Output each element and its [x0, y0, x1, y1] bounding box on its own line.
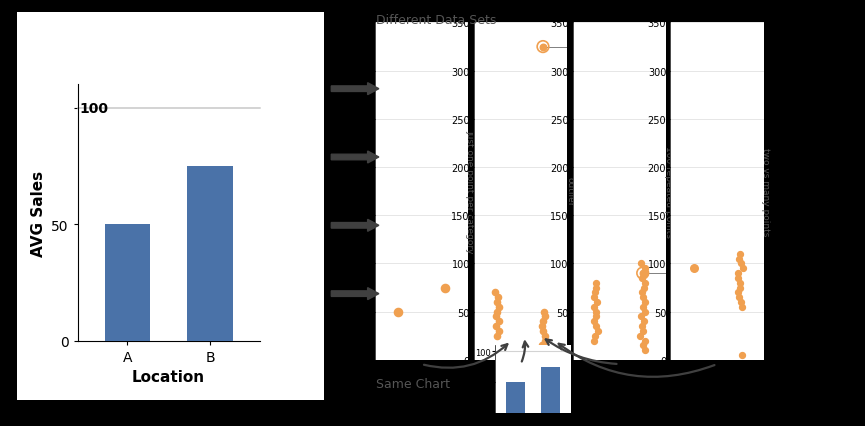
Point	[638, 347, 652, 354]
Point	[638, 318, 651, 325]
Point	[736, 265, 750, 272]
Point	[635, 275, 649, 282]
Point	[633, 333, 647, 340]
Text: 100: 100	[80, 101, 108, 115]
Point	[588, 289, 602, 296]
Point	[589, 285, 603, 291]
Point	[535, 342, 549, 349]
Point	[731, 289, 745, 296]
Text: D: D	[678, 5, 690, 20]
Point	[731, 270, 745, 277]
Point	[589, 308, 603, 315]
Point	[636, 294, 650, 301]
Point	[733, 279, 746, 286]
Point	[591, 299, 605, 306]
Point	[635, 323, 649, 330]
Point	[391, 308, 405, 315]
Point	[536, 318, 550, 325]
Point	[589, 313, 603, 320]
Point	[638, 279, 652, 286]
Point	[490, 294, 504, 301]
Point	[634, 313, 648, 320]
Point	[732, 256, 746, 262]
Point	[636, 304, 650, 311]
Text: C: C	[580, 5, 592, 20]
Text: 100 repeated points: 100 repeated points	[663, 146, 673, 238]
Point	[637, 328, 650, 334]
Point	[538, 313, 552, 320]
Bar	[541, 367, 560, 413]
Point	[590, 323, 604, 330]
Point	[537, 308, 551, 315]
Point	[636, 270, 650, 277]
Point	[539, 347, 553, 354]
Point	[535, 323, 549, 330]
Text: A: A	[382, 5, 394, 20]
Point	[538, 337, 552, 344]
Point	[735, 352, 749, 359]
Point	[490, 313, 503, 320]
Point	[636, 289, 650, 296]
Point	[733, 285, 746, 291]
Y-axis label: AVG Sales: AVG Sales	[31, 170, 46, 256]
Point	[638, 270, 652, 277]
Point	[638, 337, 652, 344]
Point	[586, 337, 600, 344]
Point	[735, 304, 749, 311]
Point	[536, 352, 550, 359]
Text: just one point per category: just one point per category	[465, 130, 475, 253]
Point	[492, 318, 506, 325]
Text: B: B	[482, 5, 493, 20]
Point	[538, 333, 552, 340]
Point	[438, 285, 452, 291]
Point	[536, 44, 550, 51]
Bar	[187, 167, 233, 341]
Point	[591, 328, 605, 334]
Y-axis label: Average of sales: Average of sales	[339, 152, 349, 232]
Point	[589, 279, 603, 286]
Point	[535, 328, 549, 334]
Point	[733, 294, 746, 301]
Point	[489, 323, 503, 330]
Point	[687, 265, 701, 272]
Point	[638, 285, 651, 291]
Point	[636, 342, 650, 349]
Point	[638, 308, 651, 315]
Point	[492, 304, 506, 311]
Point	[587, 333, 601, 340]
Point	[636, 270, 650, 277]
Text: Same Chart: Same Chart	[376, 377, 451, 390]
Point	[731, 275, 745, 282]
Point	[634, 260, 648, 267]
Text: outlier: outlier	[565, 177, 574, 207]
Point	[492, 328, 506, 334]
Point	[490, 308, 504, 315]
Point	[490, 299, 504, 306]
Text: two vs many points: two vs many points	[761, 148, 771, 236]
Point	[734, 260, 748, 267]
Point	[536, 44, 550, 51]
Point	[490, 333, 504, 340]
Point	[586, 294, 600, 301]
Point	[586, 318, 600, 325]
Point	[638, 299, 652, 306]
Point	[638, 265, 652, 272]
Point	[734, 299, 747, 306]
X-axis label: Location: Location	[132, 369, 205, 384]
Point	[734, 251, 747, 258]
Point	[587, 304, 601, 311]
Text: Different Data Sets: Different Data Sets	[376, 14, 497, 26]
Bar	[105, 225, 151, 341]
Point	[488, 289, 502, 296]
Bar	[506, 382, 525, 413]
